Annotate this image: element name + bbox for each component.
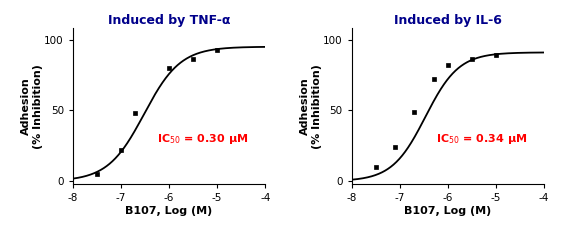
- Title: Induced by TNF-α: Induced by TNF-α: [108, 14, 231, 27]
- X-axis label: B107, Log (M): B107, Log (M): [126, 206, 213, 216]
- X-axis label: B107, Log (M): B107, Log (M): [404, 206, 491, 216]
- Y-axis label: Adhesion
(% Inhibition): Adhesion (% Inhibition): [21, 64, 43, 149]
- Title: Induced by IL-6: Induced by IL-6: [394, 14, 502, 27]
- Text: IC$_{50}$ = 0.34 μM: IC$_{50}$ = 0.34 μM: [436, 132, 527, 146]
- Text: IC$_{50}$ = 0.30 μM: IC$_{50}$ = 0.30 μM: [157, 132, 249, 146]
- Y-axis label: Adhesion
(% Inhibition): Adhesion (% Inhibition): [300, 64, 322, 149]
